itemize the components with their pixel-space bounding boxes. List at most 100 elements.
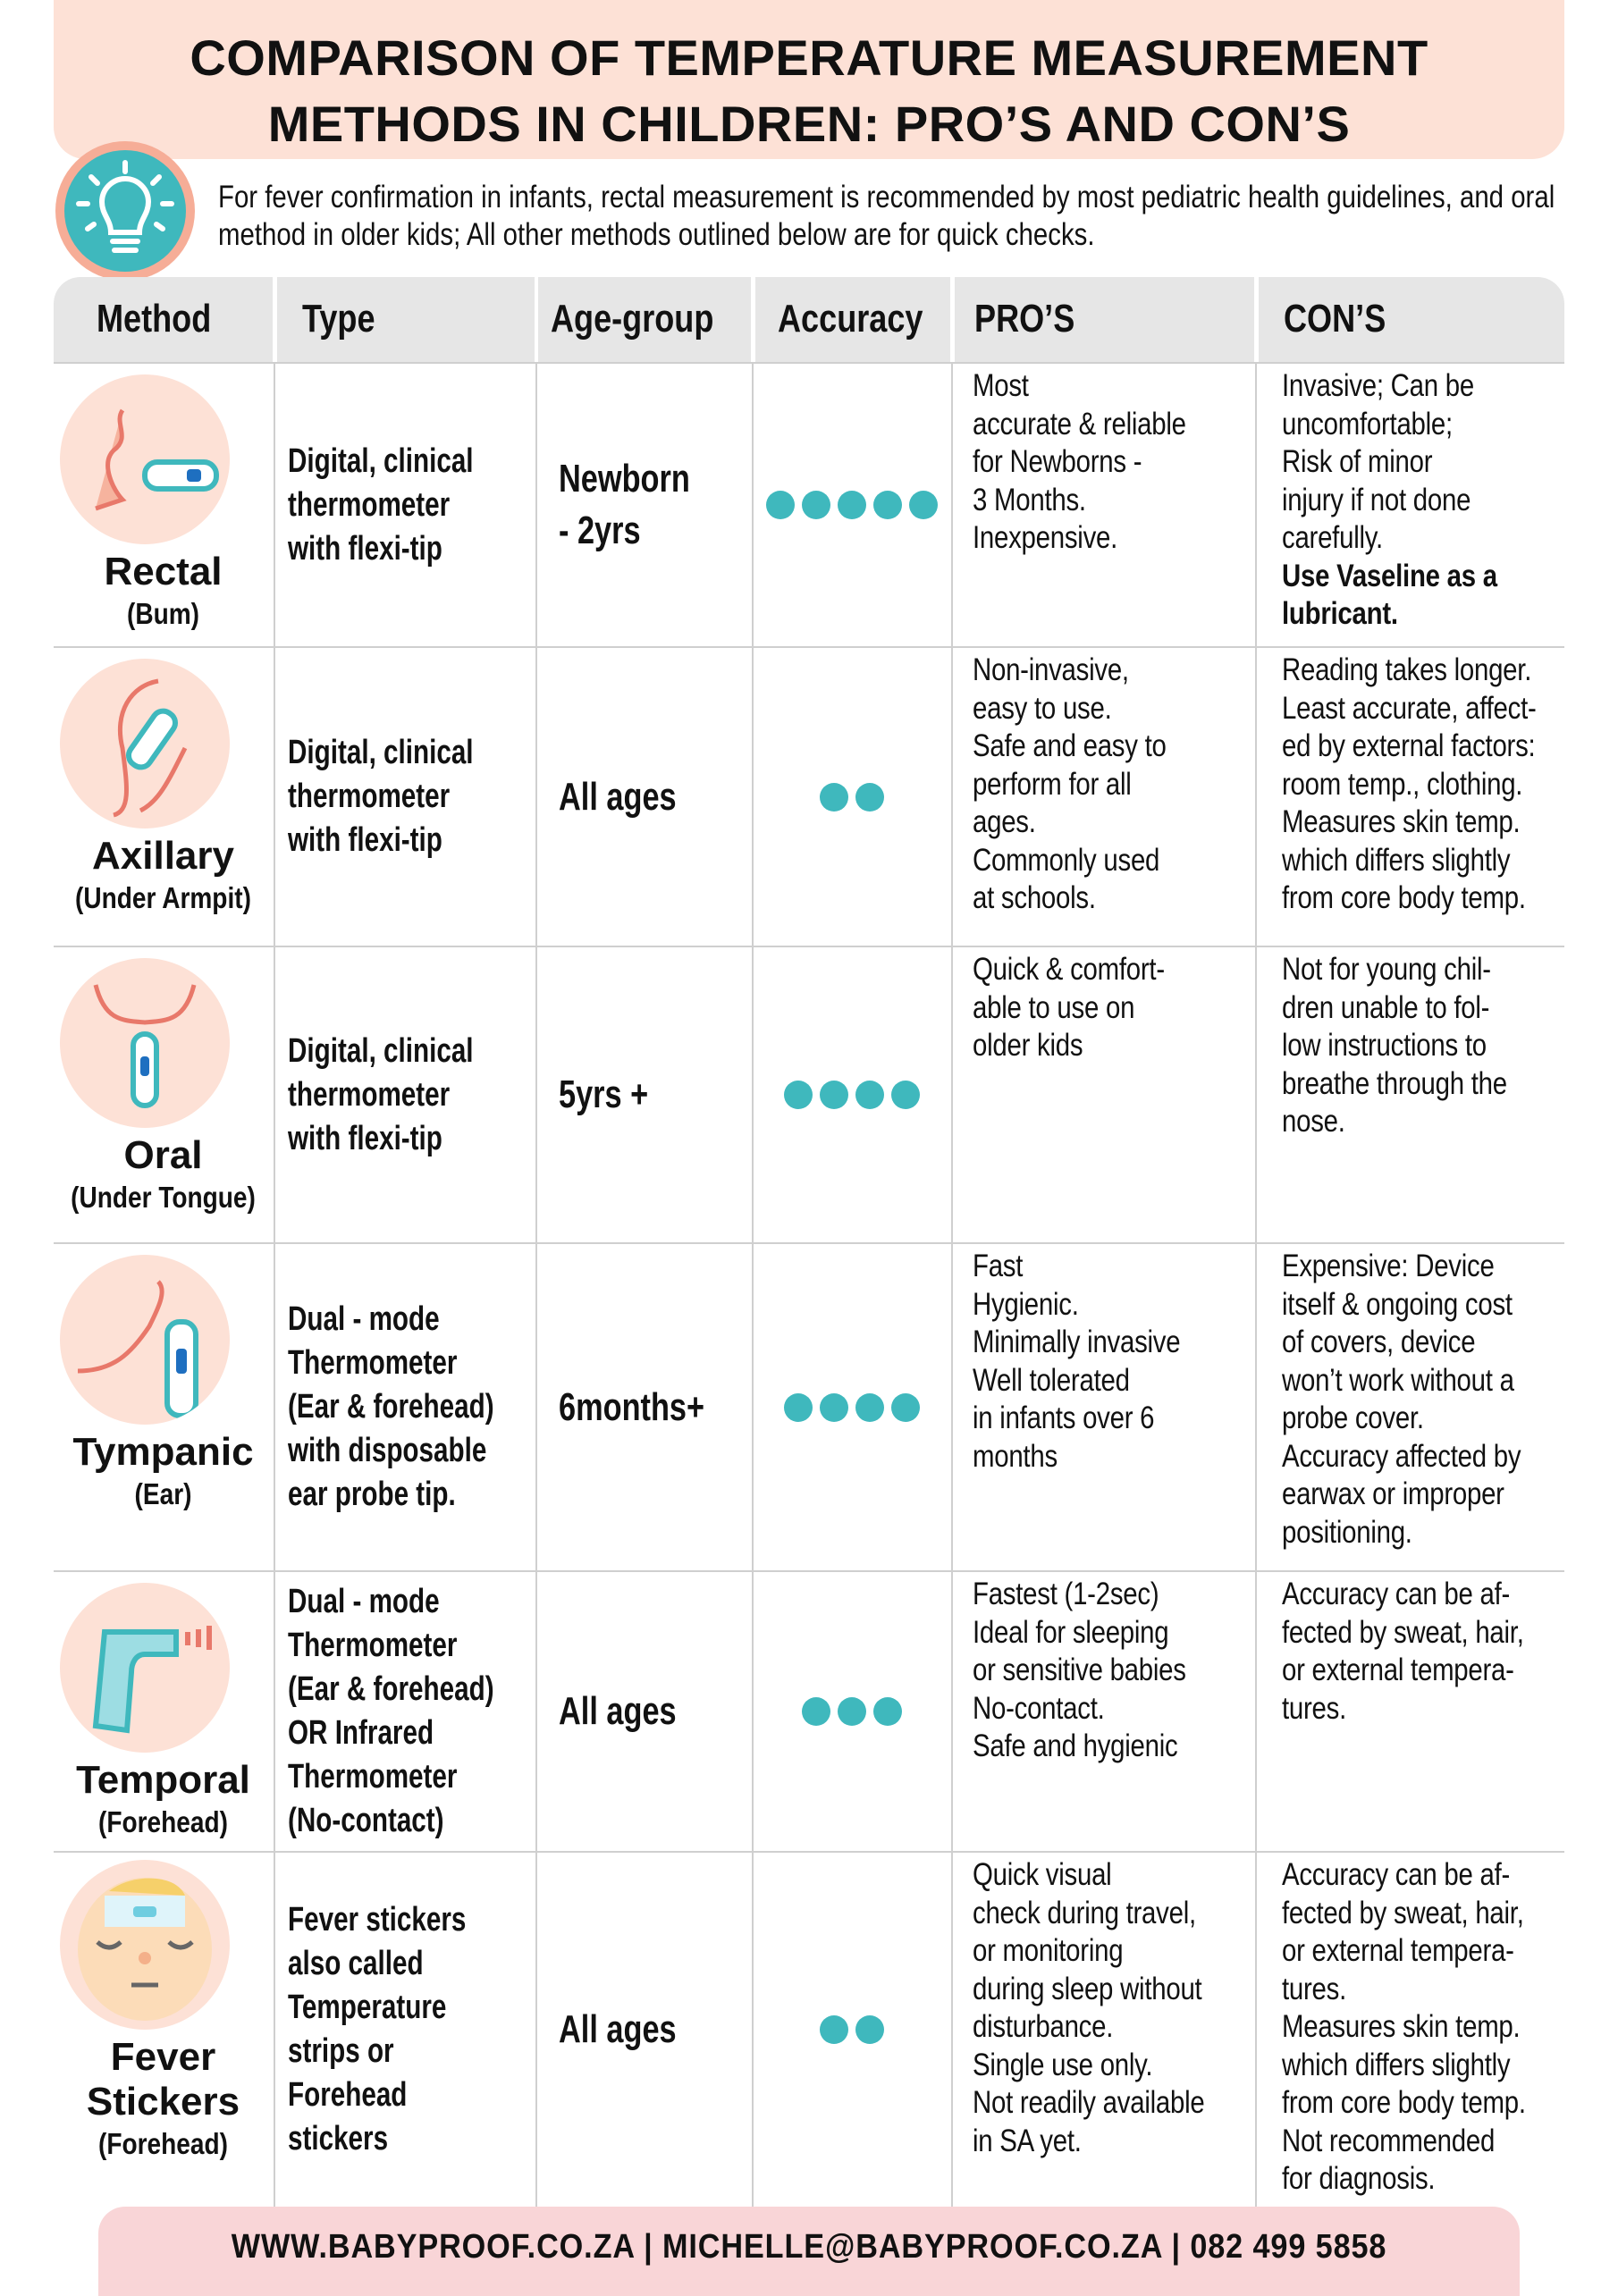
accuracy-rating bbox=[754, 1853, 950, 2207]
age-group-text: 5yrs + bbox=[559, 1072, 649, 1116]
footer-contact: WWW.BABYPROOF.CO.ZA | MICHELLE@BABYPROOF… bbox=[98, 2207, 1520, 2296]
accuracy-dot bbox=[855, 1392, 884, 1422]
pros-cell: Quick visual check during travel, or mon… bbox=[973, 1853, 1272, 2207]
age-group-cell: 6months+ bbox=[559, 1244, 751, 1570]
pros-cell: Quick & comfort- able to use on older ki… bbox=[973, 947, 1272, 1242]
cons-text: Accuracy can be af- fected by sweat, hai… bbox=[1282, 1577, 1524, 1726]
intro-text: For fever confirmation in infants, recta… bbox=[218, 180, 1555, 252]
pros-cell: Most accurate & reliable for Newborns - … bbox=[973, 364, 1272, 646]
accuracy-dot bbox=[891, 1081, 920, 1109]
accuracy-rating bbox=[754, 947, 950, 1242]
accuracy-rating bbox=[754, 1572, 950, 1851]
header-pros: PRO’S bbox=[955, 277, 1254, 362]
pros-cell: Fastest (1-2sec) Ideal for sleeping or s… bbox=[973, 1572, 1272, 1851]
cons-cell: Expensive: Device itself & ongoing cost … bbox=[1282, 1244, 1613, 1570]
accuracy-dot bbox=[855, 782, 884, 812]
accuracy-dot bbox=[802, 491, 830, 519]
accuracy-dot bbox=[802, 1697, 830, 1726]
type-text: Digital, clinical thermometer with flexi… bbox=[288, 442, 474, 568]
fever-sticker-baby-icon bbox=[60, 1860, 230, 2030]
infrared-thermometer-icon bbox=[60, 1583, 230, 1753]
title-banner: COMPARISON OF TEMPERATURE MEASUREMENT ME… bbox=[54, 0, 1564, 159]
accuracy-dot bbox=[784, 1392, 813, 1422]
accuracy-cell bbox=[754, 1572, 950, 1851]
type-cell: Digital, clinical thermometer with flexi… bbox=[288, 947, 538, 1242]
cons-cell: Not for young chil- dren unable to fol- … bbox=[1282, 947, 1613, 1242]
accuracy-dot bbox=[820, 1081, 848, 1109]
cons-text: Invasive; Can be uncomfortable; Risk of … bbox=[1282, 368, 1474, 555]
divider bbox=[951, 362, 953, 2207]
accuracy-dot bbox=[873, 1697, 902, 1726]
type-text: Dual - mode Thermometer (Ear & forehead)… bbox=[288, 1300, 494, 1513]
pros-cell: Non-invasive, easy to use. Safe and easy… bbox=[973, 648, 1272, 946]
accuracy-rating bbox=[754, 1244, 950, 1570]
lightbulb-icon bbox=[55, 141, 195, 281]
accuracy-dot bbox=[891, 1392, 920, 1422]
accuracy-dot bbox=[838, 491, 866, 519]
accuracy-dot bbox=[820, 782, 848, 812]
accuracy-rating bbox=[754, 364, 950, 646]
accuracy-dot bbox=[873, 491, 902, 519]
method-name: Temporal bbox=[76, 1758, 250, 1802]
cons-cell: Accuracy can be af- fected by sweat, hai… bbox=[1282, 1572, 1613, 1851]
type-text: Fever stickers also called Temperature s… bbox=[288, 1901, 467, 2157]
cons-highlight: Use Vaseline as a lubricant. bbox=[1282, 558, 1497, 632]
method-location: (Forehead) bbox=[98, 1805, 228, 1838]
accuracy-dot bbox=[820, 1392, 848, 1422]
method-location: (Under Tongue) bbox=[71, 1181, 256, 1214]
type-text: Digital, clinical thermometer with flexi… bbox=[288, 1031, 474, 1157]
table-row: Fever Stickers (Forehead) Fever stickers… bbox=[54, 1851, 1564, 2207]
method-cell: Oral (Under Tongue) bbox=[54, 947, 273, 1242]
method-location: (Under Armpit) bbox=[75, 881, 251, 914]
method-name: Tympanic bbox=[72, 1430, 254, 1474]
table-row: Tympanic (Ear) Dual - mode Thermometer (… bbox=[54, 1242, 1564, 1570]
accuracy-dot bbox=[838, 1697, 866, 1726]
accuracy-dot bbox=[820, 2015, 848, 2044]
cons-cell: Accuracy can be af- fected by sweat, hai… bbox=[1282, 1853, 1613, 2207]
rectal-thermometer-icon bbox=[60, 374, 230, 544]
method-cell: Rectal (Bum) bbox=[54, 364, 273, 646]
age-group-text: All ages bbox=[559, 2007, 677, 2051]
header-age-group: Age-group bbox=[538, 277, 751, 362]
age-group-text: Newborn - 2yrs bbox=[559, 457, 690, 552]
cons-text: Reading takes longer. Least accurate, af… bbox=[1282, 652, 1537, 915]
type-cell: Dual - mode Thermometer (Ear & forehead)… bbox=[288, 1572, 538, 1851]
divider bbox=[1255, 362, 1257, 2207]
pros-text: Fastest (1-2sec) Ideal for sleeping or s… bbox=[973, 1577, 1186, 1763]
type-cell: Digital, clinical thermometer with flexi… bbox=[288, 364, 538, 646]
table-row: Axillary (Under Armpit) Digital, clinica… bbox=[54, 646, 1564, 946]
table-row: Oral (Under Tongue) Digital, clinical th… bbox=[54, 946, 1564, 1242]
pros-text: Quick visual check during travel, or mon… bbox=[973, 1857, 1205, 2158]
age-group-text: All ages bbox=[559, 774, 677, 819]
pros-text: Non-invasive, easy to use. Safe and easy… bbox=[973, 652, 1167, 915]
accuracy-rating bbox=[754, 648, 950, 946]
method-cell: Tympanic (Ear) bbox=[54, 1244, 273, 1570]
accuracy-dot bbox=[766, 491, 795, 519]
type-cell: Digital, clinical thermometer with flexi… bbox=[288, 648, 538, 946]
cons-text: Not for young chil- dren unable to fol- … bbox=[1282, 952, 1507, 1139]
type-text: Dual - mode Thermometer (Ear & forehead)… bbox=[288, 1583, 494, 1839]
cons-text: Accuracy can be af- fected by sweat, hai… bbox=[1282, 1857, 1526, 2196]
accuracy-cell bbox=[754, 648, 950, 946]
method-name: Rectal bbox=[104, 550, 223, 593]
page-title: COMPARISON OF TEMPERATURE MEASUREMENT ME… bbox=[190, 29, 1428, 152]
method-location: (Ear) bbox=[134, 1477, 192, 1510]
method-location: (Forehead) bbox=[98, 2127, 228, 2160]
divider bbox=[274, 362, 275, 2207]
age-group-cell: 5yrs + bbox=[559, 947, 751, 1242]
divider bbox=[535, 362, 537, 2207]
pros-text: Most accurate & reliable for Newborns - … bbox=[973, 368, 1186, 555]
accuracy-cell bbox=[754, 1853, 950, 2207]
cons-cell: Invasive; Can be uncomfortable; Risk of … bbox=[1282, 364, 1613, 646]
method-cell: Temporal (Forehead) bbox=[54, 1572, 273, 1851]
accuracy-dot bbox=[855, 1081, 884, 1109]
pros-text: Fast Hygienic. Minimally invasive Well t… bbox=[973, 1249, 1181, 1474]
header-cons: CON’S bbox=[1259, 277, 1564, 362]
accuracy-cell bbox=[754, 364, 950, 646]
header-accuracy: Accuracy bbox=[755, 277, 950, 362]
method-name: Axillary bbox=[92, 834, 234, 878]
method-cell: Fever Stickers (Forehead) bbox=[54, 1853, 273, 2207]
cons-cell: Reading takes longer. Least accurate, af… bbox=[1282, 648, 1613, 946]
accuracy-dot bbox=[784, 1081, 813, 1109]
age-group-text: All ages bbox=[559, 1689, 677, 1733]
